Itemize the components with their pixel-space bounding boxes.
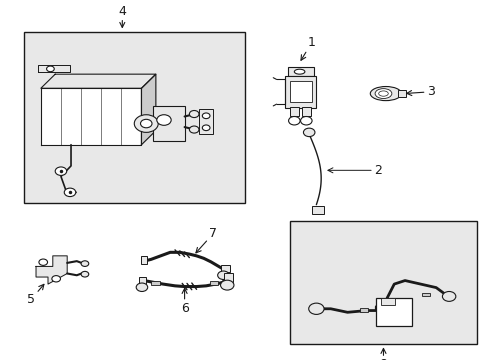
Bar — [153, 106, 184, 141]
Polygon shape — [36, 256, 67, 284]
Ellipse shape — [369, 86, 401, 100]
Bar — [289, 107, 298, 117]
Bar — [224, 274, 232, 282]
Circle shape — [202, 113, 209, 118]
Bar — [380, 298, 395, 305]
Circle shape — [140, 119, 152, 128]
Bar — [140, 256, 147, 264]
Bar — [397, 90, 406, 97]
Text: 3: 3 — [406, 85, 434, 98]
Bar — [359, 309, 367, 312]
Circle shape — [217, 271, 229, 279]
Circle shape — [202, 125, 209, 131]
Text: 7: 7 — [196, 227, 217, 253]
Circle shape — [39, 259, 47, 265]
Text: 1: 1 — [301, 36, 315, 60]
Circle shape — [442, 292, 455, 301]
Circle shape — [81, 271, 89, 277]
Text: 2: 2 — [327, 164, 381, 177]
Circle shape — [64, 188, 76, 197]
Bar — [209, 281, 218, 285]
Circle shape — [303, 128, 314, 136]
Ellipse shape — [374, 89, 391, 99]
Circle shape — [189, 111, 199, 118]
Polygon shape — [41, 74, 156, 88]
Bar — [24, 32, 244, 203]
Text: 8: 8 — [379, 348, 386, 360]
Circle shape — [308, 303, 324, 314]
Circle shape — [134, 115, 158, 132]
Polygon shape — [39, 65, 69, 72]
Bar — [287, 67, 313, 76]
Bar — [151, 281, 160, 285]
Circle shape — [157, 115, 171, 125]
Circle shape — [55, 167, 66, 175]
Text: 4: 4 — [118, 5, 126, 27]
Circle shape — [81, 261, 89, 266]
Circle shape — [288, 117, 300, 125]
Bar — [199, 109, 213, 134]
Polygon shape — [141, 74, 156, 145]
Bar — [289, 81, 311, 102]
Circle shape — [136, 283, 147, 292]
Circle shape — [220, 280, 233, 290]
Circle shape — [189, 126, 199, 133]
Bar — [289, 221, 476, 344]
Ellipse shape — [294, 69, 304, 74]
Bar — [139, 277, 146, 284]
Circle shape — [300, 117, 311, 125]
Bar — [311, 207, 323, 213]
Bar — [285, 76, 316, 108]
Circle shape — [52, 276, 61, 282]
Bar — [421, 293, 429, 296]
Ellipse shape — [378, 91, 387, 96]
Text: 5: 5 — [27, 284, 44, 306]
Bar — [221, 265, 230, 273]
Bar — [376, 298, 411, 327]
Text: 6: 6 — [180, 288, 188, 315]
Bar — [302, 107, 310, 117]
Polygon shape — [41, 88, 141, 145]
Circle shape — [46, 66, 54, 72]
